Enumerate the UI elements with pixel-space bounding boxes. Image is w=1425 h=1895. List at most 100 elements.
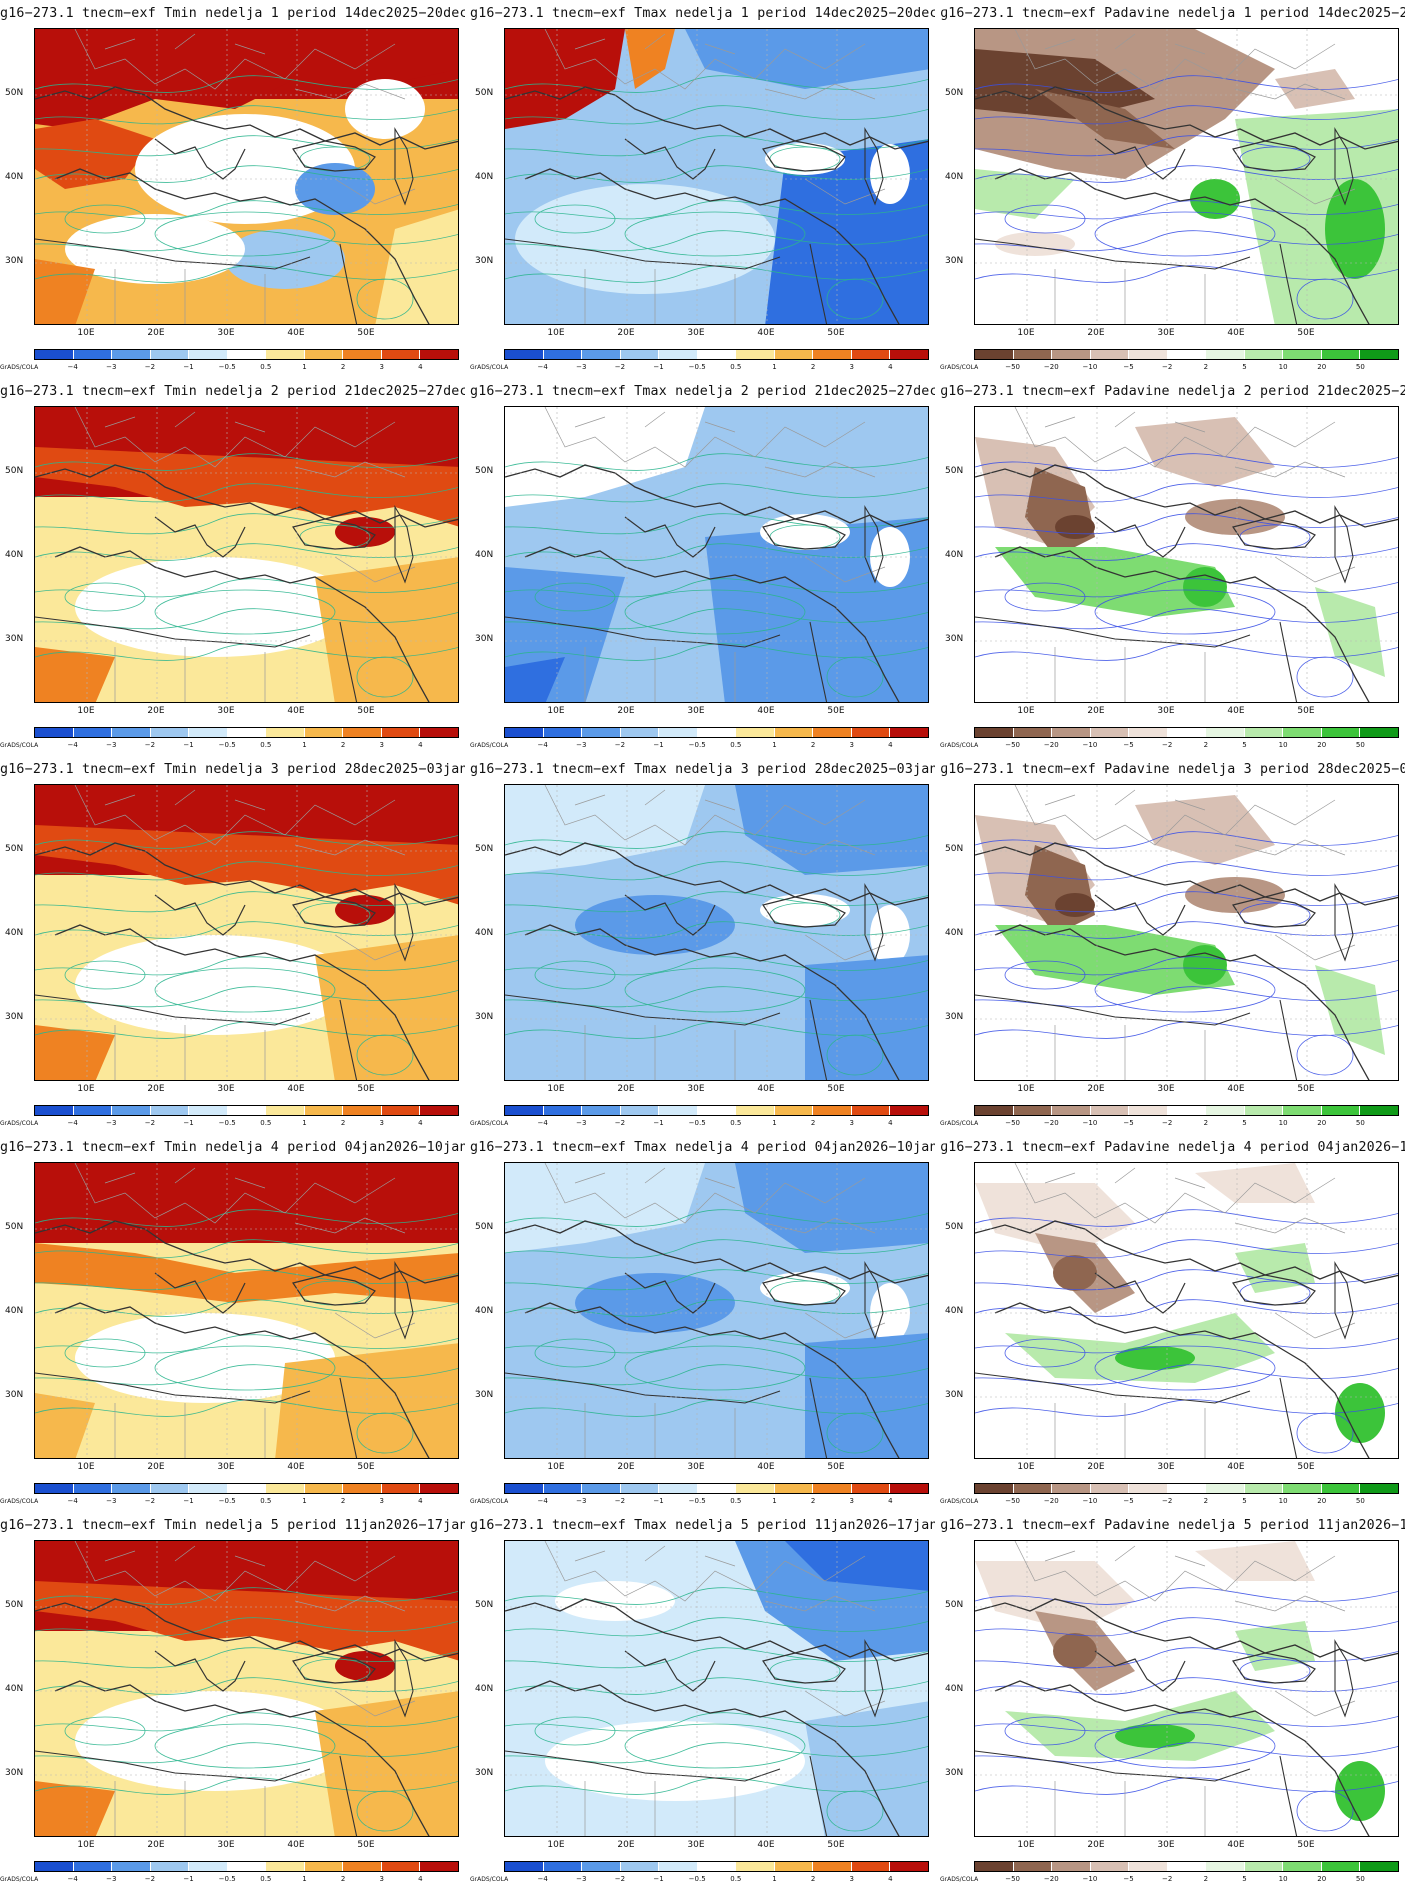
colorbar-tick-label: −5 (1123, 1875, 1134, 1883)
map-plot-area (34, 784, 459, 1081)
map-panel-14: g16−273.1 tnecm−exf Tmax nedelja 5 perio… (470, 1512, 935, 1890)
colorbar-swatch (381, 1106, 421, 1115)
colorbar (34, 1105, 459, 1116)
y-axis-label: 40N (5, 1306, 24, 1316)
colorbar (974, 349, 1399, 360)
colorbar-tick-label: −1 (183, 741, 194, 749)
x-axis-label: 30E (687, 1084, 705, 1094)
colorbar-tick-label: 2 (810, 1497, 816, 1505)
map-panel-13: g16−273.1 tnecm−exf Tmin nedelja 5 perio… (0, 1512, 465, 1890)
colorbar-swatch (582, 728, 621, 737)
y-axis-label: 40N (945, 550, 964, 560)
panel-title: g16−273.1 tnecm−exf Tmin nedelja 5 perio… (0, 1518, 465, 1533)
x-axis-label: 30E (1157, 706, 1175, 716)
panel-title: ɡ16−273.1 tnecm−exf Padavine nedelja 2 p… (940, 384, 1405, 399)
colorbar-swatch (1283, 350, 1322, 359)
colorbar-swatch (736, 1484, 775, 1493)
colorbar-swatch (543, 350, 583, 359)
colorbar-swatch (381, 350, 421, 359)
colorbar-swatch (112, 1484, 151, 1493)
colorbar-tick-label: −5 (1123, 1119, 1134, 1127)
colorbar-swatch (505, 1862, 544, 1871)
panel-title: ɡ16−273.1 tnecm−exf Padavine nedelja 1 p… (940, 6, 1405, 21)
colorbar-swatch (659, 728, 698, 737)
panel-title: g16−273.1 tnecm−exf Tmin nedelja 4 perio… (0, 1140, 465, 1155)
colorbar-swatch (975, 728, 1014, 737)
colorbar-swatch (150, 728, 190, 737)
map-panel-15: ɡ16−273.1 tnecm−exf Padavine nedelja 5 p… (940, 1512, 1405, 1890)
x-axis-label: 40E (287, 1840, 305, 1850)
y-axis-label: 40N (5, 172, 24, 182)
x-axis-label: 10E (77, 328, 95, 338)
x-axis-label: 40E (1227, 1840, 1245, 1850)
colorbar-tick-label: −2 (614, 1119, 626, 1127)
colorbar-tick-label: 3 (379, 363, 384, 371)
x-axis-label: 40E (287, 706, 305, 716)
colorbar-swatch (381, 728, 421, 737)
colorbar-tick-label: −0.5 (688, 363, 706, 371)
colorbar-swatch (227, 1862, 267, 1871)
colorbar-swatch (1321, 1484, 1361, 1493)
y-axis-label: 50N (475, 1600, 494, 1610)
panel-title: g16−273.1 tnecm−exf Tmin nedelja 1 perio… (0, 6, 465, 21)
colorbar-tick-label: −0.5 (218, 741, 236, 749)
colorbar-swatch (774, 1484, 814, 1493)
x-axis-label: 10E (77, 1084, 95, 1094)
y-axis-label: 50N (945, 1600, 964, 1610)
colorbar-swatch (736, 728, 775, 737)
x-axis-label: 20E (147, 1084, 165, 1094)
colorbar-swatch (505, 1106, 544, 1115)
colorbar (974, 1105, 1399, 1116)
colorbar-swatch (620, 728, 660, 737)
colorbar-tick-label: −10 (1082, 363, 1098, 371)
colorbar-tick-label: 1 (772, 1497, 777, 1505)
y-axis-label: 50N (475, 466, 494, 476)
colorbar-tick-label: −0.5 (688, 1119, 706, 1127)
colorbar-tick-label: −3 (576, 1875, 587, 1883)
colorbar-tick-label: −2 (1162, 363, 1173, 371)
colorbar-tick-label: 2 (1203, 741, 1209, 749)
x-axis-label: 30E (687, 1840, 705, 1850)
colorbar-swatch (343, 350, 382, 359)
colorbar-swatch (1013, 1484, 1053, 1493)
x-axis-label: 50E (1297, 706, 1315, 716)
colorbar-tick-label: −4 (67, 1119, 78, 1127)
colorbar-tick-label: −1 (653, 1497, 664, 1505)
colorbar-swatch (697, 1862, 737, 1871)
colorbar-tick-label: −0.5 (688, 741, 706, 749)
colorbar-swatch (620, 1484, 660, 1493)
x-axis-label: 30E (217, 1462, 235, 1472)
x-axis-label: 10E (547, 1084, 565, 1094)
colorbar-tick-label: −0.5 (218, 363, 236, 371)
map-field (35, 785, 458, 1080)
colorbar-tick-label: 50 (1355, 1119, 1365, 1127)
colorbar-tick-label: 2 (1203, 1497, 1209, 1505)
colorbar-tick-label: 4 (418, 1875, 423, 1883)
colorbar-swatch (150, 1484, 190, 1493)
colorbar-tick-label: −4 (67, 363, 78, 371)
grads-credit: GrADS/COLA (470, 1120, 509, 1127)
colorbar-swatch (112, 350, 151, 359)
y-axis-label: 40N (945, 928, 964, 938)
x-axis-label: 30E (687, 328, 705, 338)
colorbar-swatch (1206, 350, 1245, 359)
colorbar-swatch (266, 350, 305, 359)
colorbar-tick-label: −1 (183, 1875, 194, 1883)
colorbar-swatch (1090, 1862, 1130, 1871)
colorbar-swatch (189, 1484, 228, 1493)
colorbar-tick-label: 50 (1355, 1497, 1365, 1505)
map-plot-area (504, 406, 929, 703)
x-axis-label: 40E (757, 1084, 775, 1094)
colorbar-swatch (543, 1106, 583, 1115)
colorbar-swatch (1360, 350, 1399, 359)
y-axis-label: 30N (475, 634, 494, 644)
colorbar-swatch (1283, 1106, 1322, 1115)
grads-credit: GrADS/COLA (470, 1876, 509, 1883)
colorbar-swatch (620, 1106, 660, 1115)
colorbar-tick-label: 10 (1278, 1875, 1288, 1883)
colorbar-swatch (35, 350, 74, 359)
colorbar-tick-label: −2 (144, 1119, 156, 1127)
colorbar-tick-label: −0.5 (688, 1497, 706, 1505)
colorbar-tick-label: −4 (537, 363, 548, 371)
y-axis-label: 40N (475, 172, 494, 182)
